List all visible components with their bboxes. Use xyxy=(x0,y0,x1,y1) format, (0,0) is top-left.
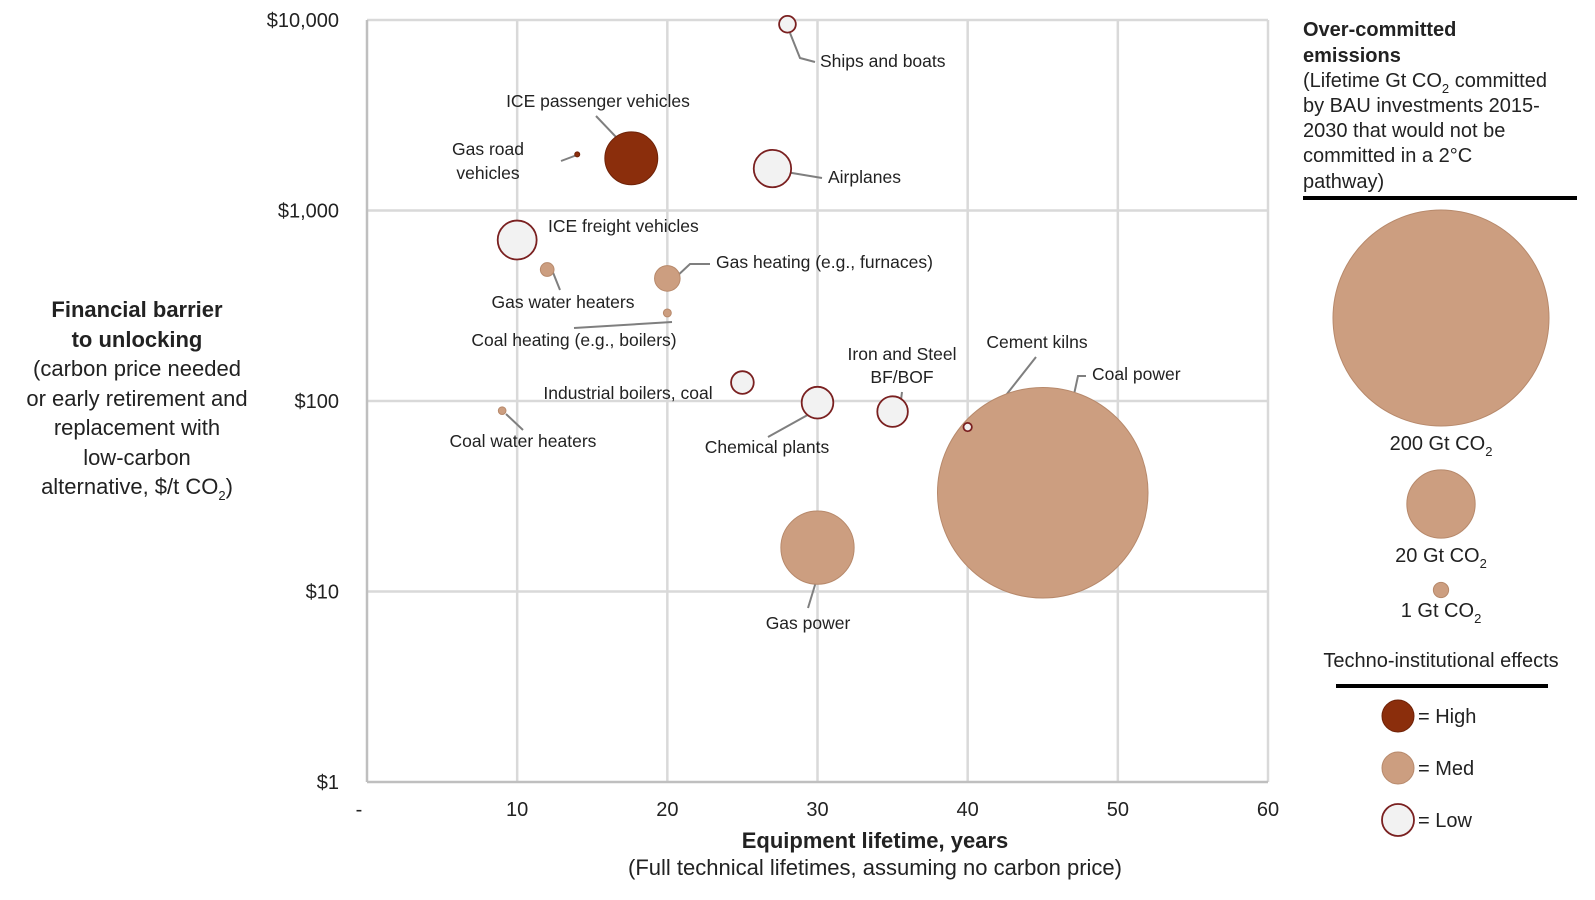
x-tick-label: 50 xyxy=(1107,799,1129,821)
bubble-label: Iron and Steel xyxy=(848,344,957,364)
y-axis-title: Financial barrier xyxy=(51,297,223,322)
legend-size-title: Over-committed xyxy=(1303,19,1456,41)
legend-effect-label: = Med xyxy=(1418,758,1474,780)
bubble-point xyxy=(876,395,909,428)
legend-size-label: 200 Gt CO2 xyxy=(1390,433,1493,459)
bubble-point xyxy=(497,406,507,415)
bubble-label: Cement kilns xyxy=(986,332,1087,352)
legend-effects-title: Techno-institutional effects xyxy=(1323,650,1558,672)
axes: - 10 20 30 40 50 60 $1 $10 $100 $1,000 $10,000 Equip… xyxy=(26,10,1279,880)
y-tick-label: $1,000 xyxy=(278,201,339,223)
x-tick-label: 40 xyxy=(957,799,979,821)
bubble-label: Coal heating (e.g., boilers) xyxy=(471,330,676,350)
bubble-point xyxy=(496,219,538,261)
bubble-point xyxy=(778,14,797,34)
bubble-label: Industrial boilers, coal xyxy=(543,383,712,403)
y-axis-subtitle: alternative, $/t CO2) xyxy=(41,474,233,503)
bubbles xyxy=(496,14,1149,599)
leader-line xyxy=(789,32,816,63)
bubble-label: ICE freight vehicles xyxy=(548,216,699,236)
bubble-label: vehicles xyxy=(456,163,519,183)
bubble-label: Coal water heaters xyxy=(450,431,597,451)
bubble-label: Gas water heaters xyxy=(492,292,635,312)
x-tick-label: 60 xyxy=(1257,799,1279,821)
legend-size-desc: by BAU investments 2015- xyxy=(1303,95,1540,117)
legend-size-desc: (Lifetime Gt CO2 committed xyxy=(1303,70,1547,96)
leader-line xyxy=(573,321,673,329)
bubble-point xyxy=(730,370,755,395)
legend-effect-swatch xyxy=(1381,803,1415,837)
legend-size-label: 20 Gt CO2 xyxy=(1395,545,1487,571)
bubble-point xyxy=(574,151,581,158)
x-axis-title: Equipment lifetime, years xyxy=(742,828,1009,853)
bubble-label: Airplanes xyxy=(828,167,901,187)
bubble-label: Ships and boats xyxy=(820,51,946,71)
y-axis-subtitle: replacement with xyxy=(54,415,220,440)
y-tick-label: $1 xyxy=(317,772,339,794)
legend-size-bubble xyxy=(1406,469,1476,539)
bubble-label: BF/BOF xyxy=(870,367,933,387)
bubble-label: Gas road xyxy=(452,139,524,159)
y-tick-label: $100 xyxy=(295,391,340,413)
bubble-label: Coal power xyxy=(1092,364,1181,384)
bubble-label: Chemical plants xyxy=(705,437,830,457)
legend-size-bubble xyxy=(1332,209,1550,427)
legend-size-desc: committed in a 2°C xyxy=(1303,145,1472,167)
bubble-label: Gas power xyxy=(766,613,851,633)
leader-line xyxy=(560,154,578,162)
x-tick-label: 30 xyxy=(806,799,828,821)
legend-size-desc: pathway) xyxy=(1303,171,1384,193)
leader-line xyxy=(674,263,710,279)
bubble-point xyxy=(604,131,659,186)
bubble-point xyxy=(780,510,855,585)
y-axis-subtitle: (carbon price needed xyxy=(33,356,241,381)
x-tick-label: - xyxy=(356,799,363,821)
y-axis-subtitle: low-carbon xyxy=(83,445,191,470)
bubble-point xyxy=(800,385,835,420)
legend-effect-swatch xyxy=(1381,751,1415,785)
bubble-point xyxy=(962,421,973,433)
legend-size-desc: 2030 that would not be xyxy=(1303,120,1505,142)
bubble-label: ICE passenger vehicles xyxy=(506,91,690,111)
bubble-point xyxy=(654,265,681,292)
legend-effect-label: = Low xyxy=(1418,810,1472,832)
y-axis-title: to unlocking xyxy=(72,327,203,352)
bubble-label: Gas heating (e.g., furnaces) xyxy=(716,252,933,272)
bubble-point xyxy=(936,386,1149,599)
grid-lines xyxy=(367,18,1270,782)
legend-effect-label: = High xyxy=(1418,706,1476,728)
bubble-point xyxy=(539,262,555,277)
bubble-point xyxy=(752,148,793,189)
bubble-labels: Ships and boats ICE passenger vehicles Gas… xyxy=(450,51,1181,633)
legend: Over-committed emissions (Lifetime Gt CO2 … xyxy=(1303,19,1577,837)
x-tick-label: 10 xyxy=(506,799,528,821)
bubble-point xyxy=(662,308,672,318)
y-axis-subtitle: or early retirement and xyxy=(26,386,247,411)
x-axis-subtitle: (Full technical lifetimes, assuming no c… xyxy=(628,855,1122,880)
y-tick-label: $10 xyxy=(306,582,339,604)
y-tick-label: $10,000 xyxy=(267,10,339,32)
leader-line xyxy=(505,413,524,431)
legend-size-label: 1 Gt CO2 xyxy=(1401,600,1482,626)
legend-effect-swatch xyxy=(1381,699,1415,733)
x-tick-label: 20 xyxy=(656,799,678,821)
legend-size-title: emissions xyxy=(1303,45,1401,67)
legend-size-bubble xyxy=(1432,581,1450,599)
